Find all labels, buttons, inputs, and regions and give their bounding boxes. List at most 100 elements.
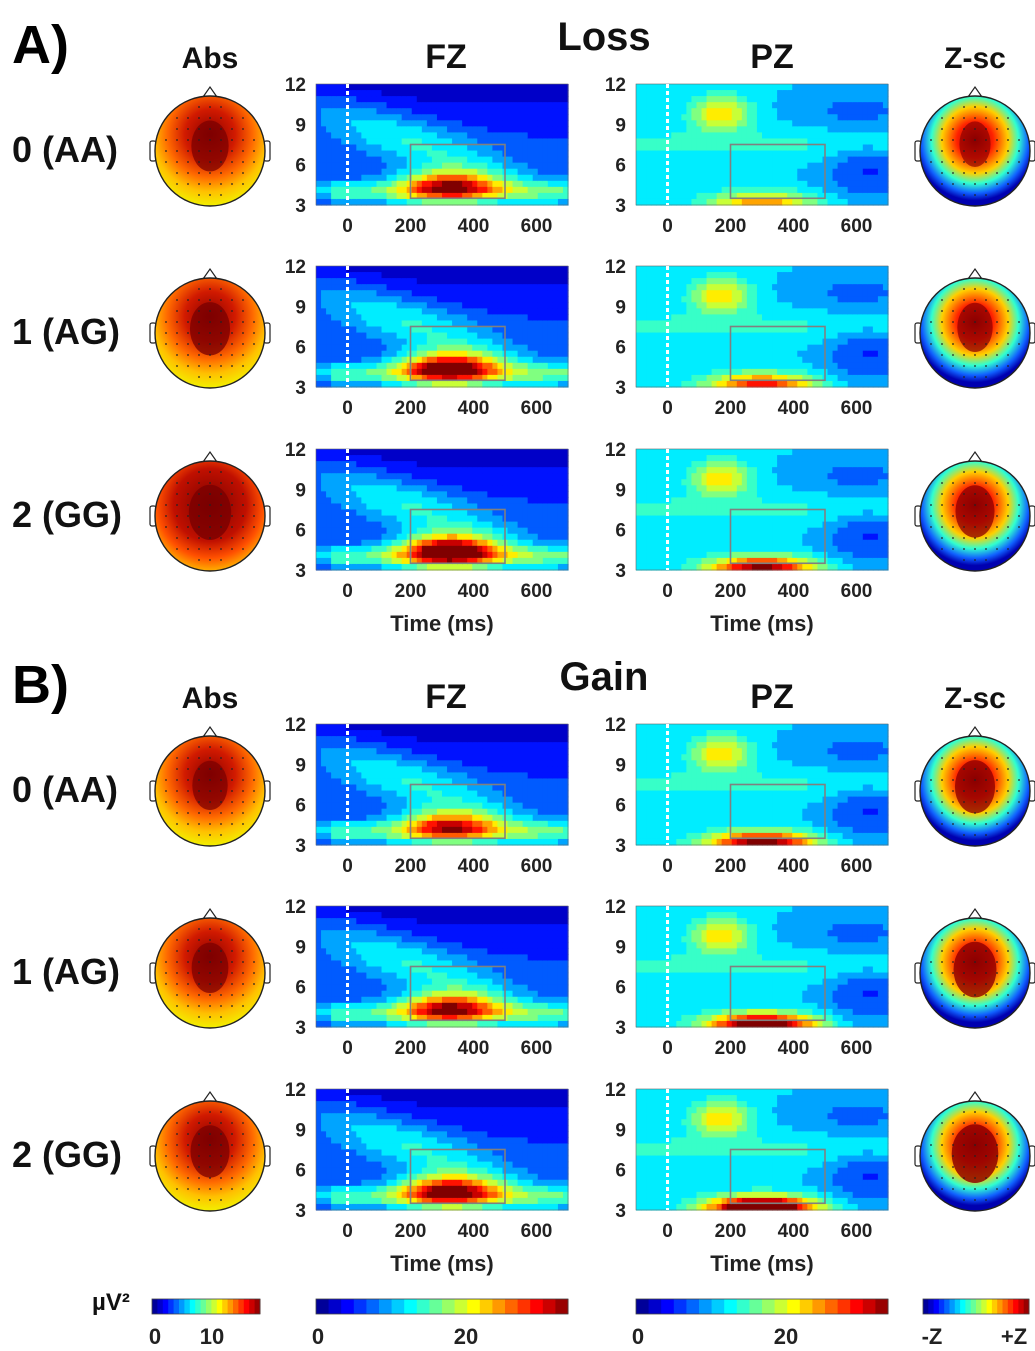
heatmap-cell bbox=[547, 168, 554, 176]
heatmap-cell bbox=[686, 108, 693, 115]
heatmap-cell bbox=[316, 551, 322, 559]
heatmap-cell bbox=[356, 539, 362, 547]
heatmap-cell bbox=[782, 338, 788, 346]
heatmap-cell bbox=[436, 356, 443, 364]
heatmap-cell bbox=[487, 266, 493, 273]
heatmap-cell bbox=[557, 314, 564, 322]
heatmap-cell bbox=[336, 320, 342, 328]
heatmap-cell bbox=[321, 362, 327, 370]
heatmap-cell bbox=[646, 332, 652, 340]
heatmap-cell bbox=[472, 272, 478, 279]
heatmap-cell bbox=[547, 90, 554, 97]
heatmap-cell bbox=[837, 326, 844, 334]
heatmap-cell bbox=[462, 108, 468, 115]
electrode-dot bbox=[220, 354, 222, 356]
heatmap-cell bbox=[527, 168, 534, 176]
heatmap-cell bbox=[406, 503, 413, 511]
heatmap-cell bbox=[827, 168, 834, 176]
heatmap-cell bbox=[751, 332, 758, 340]
heatmap-cell bbox=[731, 308, 738, 315]
heatmap-cell bbox=[356, 362, 362, 370]
heatmap-cell bbox=[366, 180, 373, 188]
x-tick-label: 600 bbox=[841, 398, 873, 419]
y-tick-label: 6 bbox=[295, 338, 306, 359]
heatmap-cell bbox=[762, 350, 768, 358]
heatmap-cell bbox=[777, 350, 783, 358]
heatmap-cell bbox=[442, 527, 448, 535]
heatmap-cell bbox=[857, 126, 864, 133]
heatmap-cell bbox=[482, 150, 488, 158]
heatmap-cell bbox=[661, 192, 667, 200]
heatmap-cell bbox=[666, 344, 672, 352]
electrode-dot bbox=[1018, 332, 1020, 334]
electrode-dot bbox=[242, 299, 244, 301]
heatmap-cell bbox=[431, 144, 438, 152]
heatmap-cell bbox=[512, 102, 519, 109]
heatmap-cell bbox=[457, 272, 463, 279]
heatmap-cell bbox=[872, 290, 879, 297]
heatmap-cell bbox=[391, 96, 398, 103]
heatmap-cell bbox=[316, 150, 322, 158]
heatmap-cell bbox=[457, 84, 463, 91]
heatmap-cell bbox=[542, 302, 549, 309]
heatmap-cell bbox=[381, 473, 388, 480]
heatmap-cell bbox=[447, 174, 453, 182]
heatmap-cell bbox=[822, 308, 829, 315]
heatmap-cell bbox=[356, 108, 362, 115]
heatmap-cell bbox=[701, 272, 708, 279]
electrode-dot bbox=[1007, 150, 1009, 152]
heatmap-cell bbox=[862, 320, 869, 328]
heatmap-cell bbox=[381, 521, 388, 529]
heatmap-cell bbox=[681, 144, 687, 152]
heatmap-cell bbox=[426, 563, 433, 571]
heatmap-cell bbox=[331, 551, 337, 559]
heatmap-cell bbox=[721, 284, 728, 291]
heatmap-cell bbox=[877, 362, 884, 370]
heatmap-cell bbox=[431, 150, 438, 158]
heatmap-cell bbox=[482, 168, 488, 176]
heatmap-cell bbox=[346, 180, 352, 188]
heatmap-cell bbox=[527, 156, 534, 164]
heatmap-cell bbox=[436, 126, 443, 133]
heatmap-cell bbox=[442, 302, 448, 309]
heatmap-cell bbox=[641, 186, 647, 194]
heatmap-cell bbox=[772, 108, 778, 115]
heatmap-cell bbox=[797, 326, 803, 334]
heatmap-cell bbox=[746, 168, 753, 176]
heatmap-cell bbox=[656, 126, 662, 133]
heatmap-cell bbox=[371, 344, 378, 352]
heatmap-cell bbox=[817, 272, 824, 279]
heatmap-cell bbox=[532, 138, 539, 146]
heatmap-cell bbox=[396, 150, 403, 158]
heatmap-cell bbox=[366, 156, 373, 164]
heatmap-cell bbox=[681, 266, 687, 273]
heatmap-cell bbox=[366, 90, 373, 97]
heatmap-cell bbox=[666, 108, 672, 115]
heatmap-cell bbox=[477, 108, 483, 115]
heatmap-cell bbox=[391, 90, 398, 97]
electrode-dot bbox=[198, 376, 200, 378]
heatmap-cell bbox=[331, 320, 337, 328]
heatmap-cell bbox=[562, 320, 569, 328]
heatmap-cell bbox=[731, 338, 738, 346]
heatmap-cell bbox=[522, 380, 529, 388]
heatmap-cell bbox=[472, 150, 478, 158]
heatmap-cell bbox=[447, 132, 453, 140]
heatmap-cell bbox=[416, 120, 423, 127]
heatmap-cell bbox=[331, 338, 337, 346]
heatmap-cell bbox=[487, 350, 493, 358]
heatmap-cell bbox=[381, 557, 388, 565]
heatmap-cell bbox=[686, 362, 693, 370]
heatmap-cell bbox=[716, 192, 723, 200]
heatmap-cell bbox=[706, 374, 713, 382]
heatmap-cell bbox=[442, 491, 448, 498]
heatmap-cell bbox=[406, 356, 413, 364]
heatmap-cell bbox=[867, 138, 874, 146]
heatmap-cell bbox=[762, 138, 768, 146]
heatmap-cell bbox=[477, 132, 483, 140]
heatmap-cell bbox=[767, 174, 773, 182]
heatmap-cell bbox=[507, 132, 514, 140]
electrode-dot bbox=[985, 354, 987, 356]
heatmap-cell bbox=[721, 162, 728, 170]
heatmap-cell bbox=[436, 491, 443, 498]
